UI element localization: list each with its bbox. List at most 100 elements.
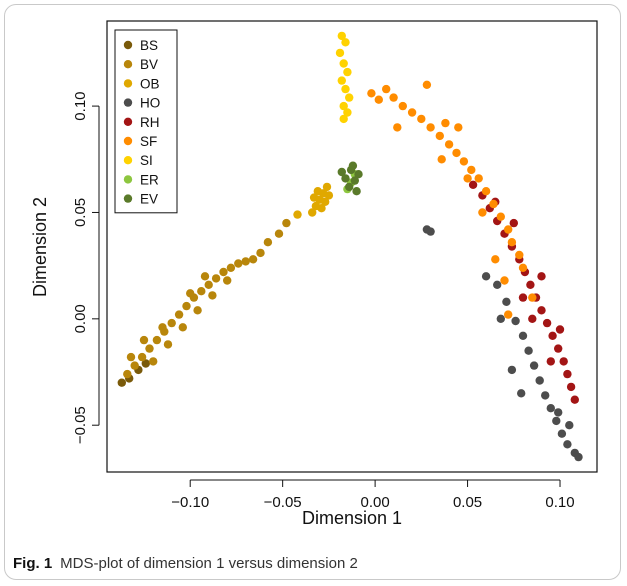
point-ho — [546, 404, 555, 413]
y-axis-title: Dimension 2 — [30, 197, 50, 297]
point-sf — [389, 93, 398, 102]
point-bv — [123, 369, 132, 379]
figure-caption: Fig. 1 MDS-plot of dimension 1 versus dim… — [13, 555, 358, 572]
point-ob — [309, 193, 319, 202]
point-ho — [552, 416, 561, 426]
point-rh — [468, 180, 478, 189]
point-bv — [193, 306, 202, 315]
point-rh — [528, 314, 537, 323]
point-ho — [518, 331, 528, 340]
point-bv — [226, 263, 236, 272]
point-sf — [407, 108, 417, 117]
point-sf — [467, 165, 476, 175]
point-si — [339, 101, 348, 111]
point-bv — [158, 323, 167, 332]
point-rh — [555, 325, 565, 334]
point-rh — [546, 357, 555, 366]
point-bv — [152, 335, 162, 345]
point-sf — [504, 310, 513, 319]
point-bv — [204, 280, 213, 289]
point-sf — [478, 208, 487, 217]
point-bv — [200, 272, 210, 281]
point-si — [343, 67, 352, 77]
legend-label-sf: SF — [140, 134, 157, 149]
point-ho — [496, 314, 505, 323]
point-si — [339, 59, 348, 68]
point-ho — [493, 280, 502, 289]
point-bv — [282, 218, 291, 228]
point-ev — [350, 176, 359, 185]
point-ho — [426, 227, 435, 236]
point-ev — [354, 170, 363, 179]
x-tick-label: −0.10 — [171, 494, 209, 511]
point-ho — [502, 297, 511, 306]
point-rh — [566, 382, 576, 392]
point-sf — [382, 84, 391, 94]
point-bv — [182, 301, 191, 311]
point-bv — [174, 310, 184, 319]
y-tick-label: 0.10 — [72, 91, 89, 120]
point-ev — [341, 174, 350, 183]
point-ho — [563, 440, 572, 449]
point-bv — [234, 259, 243, 268]
point-ob — [317, 204, 326, 213]
point-rh — [554, 344, 563, 353]
point-ho — [517, 389, 526, 398]
point-sf — [444, 140, 454, 149]
point-ho — [511, 316, 520, 326]
point-sf — [437, 155, 446, 164]
point-rh — [542, 318, 552, 328]
point-bv — [139, 335, 149, 345]
point-bv — [126, 352, 136, 362]
legend-label-ev: EV — [140, 192, 158, 207]
x-tick-label: 0.00 — [361, 494, 390, 511]
point-sf — [459, 157, 469, 166]
point-sf — [426, 123, 435, 132]
figure-caption-text: MDS-plot of dimension 1 versus dimension… — [60, 555, 358, 572]
point-rh — [548, 331, 557, 340]
point-bv — [197, 287, 206, 296]
point-ho — [507, 365, 517, 375]
point-bv — [248, 255, 258, 264]
point-si — [339, 114, 348, 124]
point-ob — [324, 191, 334, 200]
point-bv — [137, 352, 147, 362]
legend-marker-rh — [123, 117, 133, 127]
point-ho — [481, 272, 491, 281]
point-ob — [308, 208, 317, 217]
legend-marker-bv — [123, 59, 133, 69]
y-axis: −0.05 0.00 0.05 0.10 — [72, 91, 100, 444]
y-tick-label: −0.05 — [72, 406, 89, 444]
point-sf — [374, 95, 383, 104]
point-sf — [367, 89, 376, 98]
legend-label-bv: BV — [140, 57, 158, 72]
point-bv — [274, 229, 284, 238]
point-sf — [515, 250, 524, 260]
legend-label-ho: HO — [140, 96, 160, 111]
point-sf — [496, 212, 505, 221]
point-bv — [149, 357, 158, 366]
legend-label-si: SI — [140, 153, 153, 168]
point-ob — [293, 210, 302, 219]
data-points — [117, 31, 583, 462]
legend-label-bs: BS — [140, 38, 158, 53]
point-bv — [145, 344, 154, 353]
point-rh — [570, 395, 579, 404]
point-sf — [504, 225, 513, 234]
point-ev — [348, 161, 358, 170]
point-ho — [565, 421, 574, 430]
legend-marker-ob — [123, 79, 133, 88]
point-si — [341, 38, 350, 47]
point-sf — [393, 123, 402, 132]
point-ob — [313, 187, 322, 196]
legend-marker-sf — [123, 136, 133, 146]
y-tick-label: 0.00 — [72, 304, 89, 333]
point-sf — [417, 114, 426, 124]
point-sf — [452, 148, 461, 158]
point-sf — [491, 255, 500, 264]
point-ho — [541, 391, 550, 400]
x-axis-title: Dimension 1 — [302, 508, 402, 528]
point-sf — [481, 187, 491, 196]
plot-area-border — [106, 20, 598, 473]
